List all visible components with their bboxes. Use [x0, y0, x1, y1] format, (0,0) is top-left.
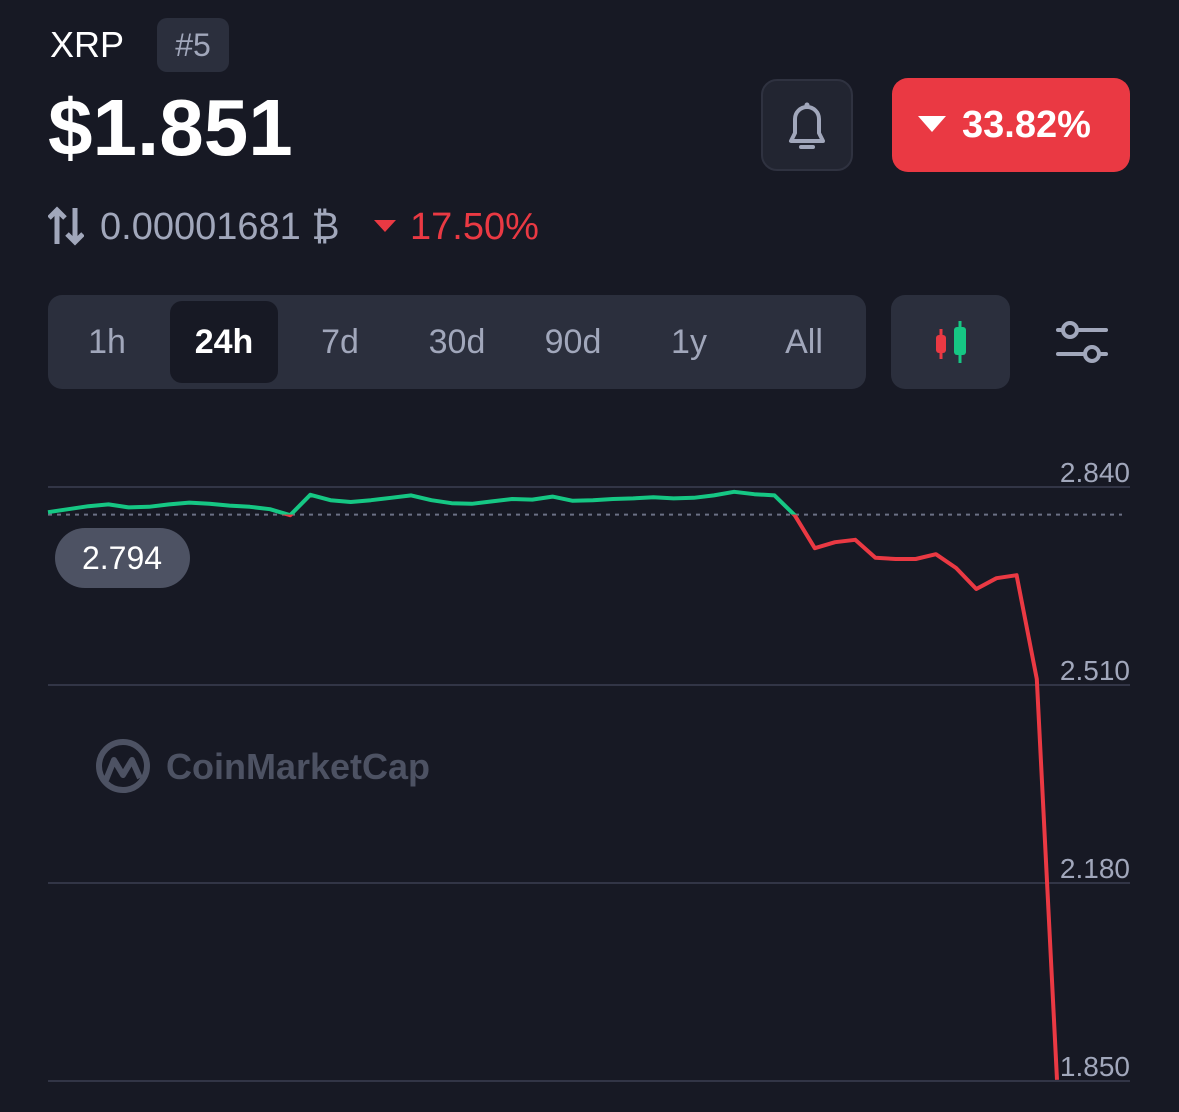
range-tab[interactable]: All — [785, 323, 823, 361]
y-tick-label: 2.180 — [1060, 853, 1130, 884]
range-tab[interactable]: 1h — [88, 323, 126, 361]
range-tab[interactable]: 30d — [428, 323, 486, 361]
watermark: CoinMarketCap — [96, 739, 430, 793]
ticker: XRP — [50, 24, 125, 65]
settings-button[interactable] — [1050, 312, 1112, 372]
btc-price: 0.00001681 ₿ — [100, 206, 340, 248]
range-tab[interactable]: 1y — [671, 323, 707, 361]
candle-toggle[interactable] — [891, 295, 1010, 389]
range-tab[interactable]: 7d — [321, 323, 359, 361]
y-tick-label: 2.840 — [1060, 457, 1130, 488]
rank-badge: #5 — [157, 18, 229, 72]
y-tick-label: 2.510 — [1060, 655, 1130, 686]
swap-icon — [48, 206, 84, 246]
price-line-up — [47, 489, 797, 515]
reference-badge — [55, 528, 190, 588]
down-triangle — [918, 116, 946, 132]
btc-change: 17.50% — [410, 206, 539, 248]
price-line-down — [281, 514, 1059, 1080]
change-24h: 33.82% — [962, 104, 1091, 146]
price: $1.851 — [48, 83, 293, 172]
alert-button[interactable] — [761, 79, 853, 171]
candle-icon — [936, 321, 966, 363]
reference-label: 2.794 — [82, 540, 162, 576]
change-badge: 33.82% — [892, 78, 1130, 172]
y-tick-label: 1.850 — [1060, 1051, 1130, 1082]
range-tabs: 1h 24h 7d 30d 90d 1y All — [48, 295, 866, 389]
bell-icon — [789, 102, 825, 149]
range-tab[interactable]: 90d — [544, 323, 602, 361]
range-tab[interactable]: 24h — [170, 301, 278, 383]
watermark-text: CoinMarketCap — [166, 746, 430, 787]
down-triangle — [374, 220, 396, 232]
sliders-icon — [1056, 321, 1108, 363]
